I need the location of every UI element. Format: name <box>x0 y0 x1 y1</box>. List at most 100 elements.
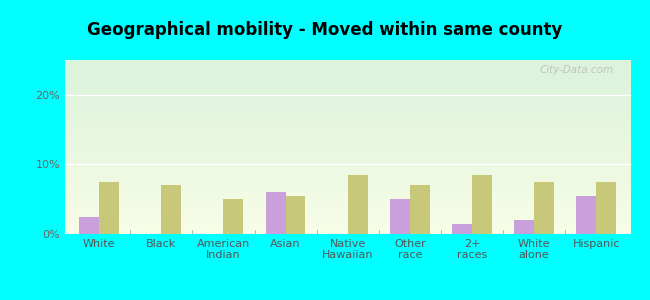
Text: City-Data.com: City-Data.com <box>540 65 614 75</box>
Bar <box>65 136 630 138</box>
Bar <box>65 62 630 64</box>
Bar <box>65 100 630 102</box>
Bar <box>65 158 630 159</box>
Bar <box>65 138 630 140</box>
Bar <box>65 102 630 103</box>
Bar <box>348 175 368 234</box>
Bar <box>65 67 630 69</box>
Bar <box>410 185 430 234</box>
Bar <box>65 208 630 210</box>
Bar <box>65 107 630 109</box>
Bar <box>65 60 630 62</box>
Bar <box>65 95 630 97</box>
Bar <box>65 98 630 100</box>
Bar <box>65 197 630 199</box>
Bar <box>65 86 630 88</box>
Text: Geographical mobility - Moved within same county: Geographical mobility - Moved within sam… <box>87 21 563 39</box>
Bar <box>65 151 630 152</box>
Bar <box>65 227 630 229</box>
Bar <box>65 213 630 215</box>
Bar <box>65 88 630 90</box>
Bar <box>65 91 630 93</box>
Bar <box>65 222 630 224</box>
Bar <box>65 178 630 180</box>
Bar <box>65 90 630 91</box>
Bar <box>65 169 630 171</box>
Bar <box>65 177 630 178</box>
Bar <box>65 180 630 182</box>
Bar <box>65 110 630 112</box>
Bar <box>65 168 630 170</box>
Bar <box>65 210 630 212</box>
Bar <box>534 182 554 234</box>
Bar <box>65 184 630 185</box>
Bar <box>65 175 630 177</box>
Bar <box>65 145 630 147</box>
Bar <box>65 143 630 145</box>
Bar <box>65 79 630 81</box>
Bar <box>65 93 630 95</box>
Bar <box>65 224 630 225</box>
Bar <box>65 103 630 105</box>
Bar <box>65 194 630 196</box>
Bar <box>65 81 630 82</box>
Bar <box>65 217 630 218</box>
Bar <box>65 182 630 184</box>
Bar <box>514 220 534 234</box>
Bar <box>65 215 630 217</box>
Bar <box>65 166 630 168</box>
Bar <box>65 105 630 107</box>
Bar <box>65 220 630 222</box>
Bar <box>472 175 492 234</box>
Bar <box>65 82 630 84</box>
Bar <box>65 206 630 208</box>
Bar <box>577 196 596 234</box>
Bar <box>65 149 630 151</box>
Bar <box>65 77 630 79</box>
Bar <box>65 201 630 203</box>
Bar <box>65 189 630 190</box>
Bar <box>65 147 630 149</box>
Bar <box>224 199 243 234</box>
Bar <box>65 119 630 121</box>
Bar <box>266 192 285 234</box>
Bar <box>99 182 119 234</box>
Bar <box>65 76 630 77</box>
Bar <box>65 173 630 175</box>
Bar <box>65 126 630 128</box>
Bar <box>65 164 630 166</box>
Bar <box>65 123 630 124</box>
Bar <box>65 192 630 194</box>
Bar <box>65 163 630 164</box>
Bar <box>65 152 630 154</box>
Bar <box>65 156 630 158</box>
Bar <box>65 124 630 126</box>
Bar <box>65 140 630 142</box>
Bar <box>65 190 630 192</box>
Bar <box>65 70 630 72</box>
Bar <box>285 196 306 234</box>
Bar <box>65 154 630 156</box>
Bar <box>65 65 630 67</box>
Bar <box>65 196 630 197</box>
Bar <box>65 112 630 114</box>
Bar <box>65 69 630 70</box>
Bar <box>596 182 616 234</box>
Bar <box>65 97 630 98</box>
Bar <box>65 84 630 86</box>
Bar <box>65 74 630 76</box>
Bar <box>65 218 630 220</box>
Bar <box>452 224 472 234</box>
Bar <box>65 72 630 74</box>
Bar <box>65 131 630 133</box>
Bar <box>65 142 630 143</box>
Bar <box>65 212 630 213</box>
Bar <box>65 130 630 131</box>
Bar <box>65 114 630 116</box>
Bar <box>65 185 630 187</box>
Bar <box>79 217 99 234</box>
Bar <box>65 135 630 137</box>
Bar <box>390 199 410 234</box>
Bar <box>65 199 630 201</box>
Bar <box>65 133 630 135</box>
